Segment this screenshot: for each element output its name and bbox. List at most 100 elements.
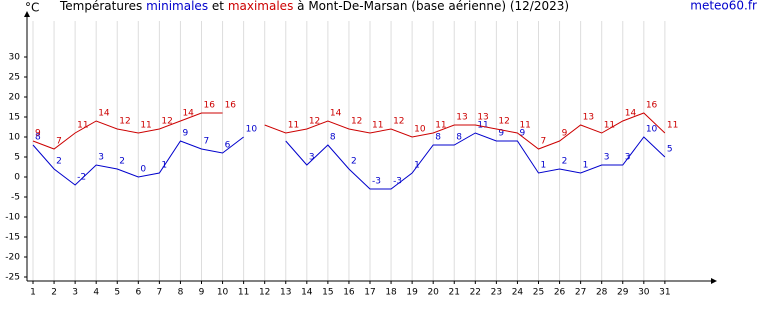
value-label: 14 [182,109,194,119]
x-tick-label: 22 [470,288,481,298]
x-tick-label: 25 [533,288,544,298]
value-label: 8 [435,133,441,143]
y-tick-label: 20 [9,93,21,103]
value-label: 9 [35,129,41,139]
x-tick-label: 10 [217,288,229,298]
x-tick-label: 28 [596,288,608,298]
y-unit: °C [25,1,39,15]
value-label: 10 [646,125,658,135]
value-label: 10 [414,125,426,135]
x-tick-label: 2 [51,288,57,298]
y-tick-label: 25 [9,73,20,83]
value-label: 0 [140,165,146,175]
value-label: 11 [435,121,446,131]
chart-title: Températures minimales et maximales à Mo… [59,0,569,13]
value-label: 9 [519,129,525,139]
title-part: à Mont-De-Marsan (base aérienne) (12/202… [297,0,569,13]
x-tick-label: 24 [512,288,524,298]
x-tick-label: 20 [427,288,439,298]
source-link[interactable]: meteo60.fr [690,0,757,13]
value-label: 7 [56,137,62,147]
value-label: 8 [456,133,462,143]
y-axis-arrow [24,11,30,17]
x-tick-label: 11 [238,288,249,298]
series-line [285,132,666,190]
x-tick-label: 14 [301,288,313,298]
y-tick-label: 30 [9,53,21,63]
y-tick-label: -15 [5,233,20,243]
value-label: 12 [161,117,172,127]
value-label: -2 [77,173,86,183]
value-label: 1 [583,161,589,171]
value-label: 1 [541,161,547,171]
value-label: 2 [56,157,62,167]
value-label: 14 [330,109,342,119]
x-tick-label: 16 [343,288,355,298]
x-tick-label: 19 [406,288,418,298]
series-line [32,112,223,150]
value-label: 12 [351,117,362,127]
x-tick-label: 23 [491,288,502,298]
x-tick-label: 6 [135,288,141,298]
x-tick-label: 13 [280,288,291,298]
value-label: 13 [583,113,594,123]
value-label: 11 [288,121,299,131]
value-label: -3 [372,177,381,187]
x-tick-label: 18 [385,288,397,298]
value-label: 3 [625,153,631,163]
x-tick-label: 21 [449,288,460,298]
value-label: 9 [182,129,188,139]
x-tick-label: 8 [178,288,184,298]
y-tick-label: -5 [11,193,20,203]
value-label: 11 [604,121,615,131]
x-tick-label: 4 [93,288,99,298]
value-label: 16 [225,101,237,111]
value-label: -3 [393,177,402,187]
value-label: 3 [98,153,104,163]
x-tick-label: 17 [364,288,375,298]
value-label: 16 [204,101,216,111]
value-label: 14 [98,109,110,119]
y-tick-label: 0 [14,173,20,183]
value-label: 12 [498,117,509,127]
value-label: 1 [414,161,420,171]
value-label: 11 [77,121,88,131]
value-label: 3 [309,153,315,163]
value-label: 2 [119,157,125,167]
value-label: 5 [667,145,673,155]
x-tick-label: 31 [659,288,670,298]
value-label: 14 [625,109,637,119]
value-label: 12 [393,117,404,127]
value-label: 11 [372,121,383,131]
x-tick-label: 30 [638,288,650,298]
value-label: 8 [35,133,41,143]
value-label: 13 [477,113,488,123]
x-axis-arrow [711,278,717,284]
value-label: 7 [204,137,210,147]
value-label: 11 [477,121,488,131]
value-label: 12 [119,117,130,127]
value-label: 10 [246,125,258,135]
value-label: 3 [604,153,610,163]
x-tick-label: 27 [575,288,586,298]
title-max: maximales [228,0,294,13]
y-tick-label: -20 [5,253,20,263]
title-part: Températures [59,0,142,13]
x-tick-label: 5 [114,288,120,298]
value-label: 2 [562,157,568,167]
x-tick-label: 1 [30,288,36,298]
x-tick-label: 26 [554,288,566,298]
value-label: 11 [519,121,530,131]
value-label: 13 [456,113,467,123]
value-label: 1 [161,161,167,171]
x-tick-label: 9 [199,288,205,298]
y-tick-label: 10 [9,133,21,143]
x-tick-label: 29 [617,288,629,298]
y-tick-label: 5 [14,153,20,163]
value-label: 8 [330,133,336,143]
value-label: 2 [351,157,357,167]
x-tick-label: 3 [72,288,78,298]
series-line [264,112,666,150]
